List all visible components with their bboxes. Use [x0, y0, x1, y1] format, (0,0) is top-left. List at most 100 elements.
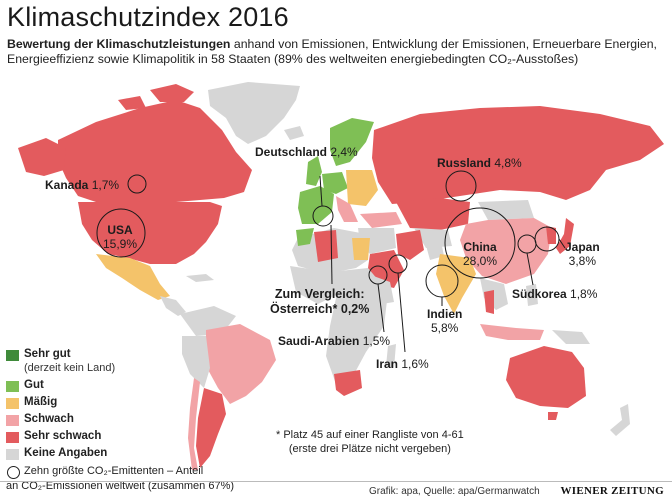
label-canada: Kanada 1,7%	[45, 178, 119, 192]
credits-bar: Grafik: apa, Quelle: apa/Germanwatch WIE…	[0, 481, 672, 502]
world-map: USA 15,9% China 28,0% Russland 4,8% Kanada…	[0, 78, 672, 478]
legend-label-emitters-1: Zehn größte CO₂-Emittenten – Anteil	[24, 465, 204, 477]
label-saudi-arabia: Saudi-Arabien 1,5%	[278, 334, 390, 348]
legend-swatch-sehr-gut	[6, 350, 19, 361]
label-china-value: 28,0%	[463, 254, 498, 268]
turkey	[360, 212, 402, 228]
label-canada-name: Kanada	[45, 178, 89, 192]
alaska	[18, 138, 66, 176]
label-germany-value: 2,4%	[330, 145, 358, 159]
morocco	[296, 228, 314, 246]
central-africa	[326, 268, 388, 384]
legend-label-keine-angaben: Keine Angaben	[24, 447, 108, 459]
scandinavia	[330, 118, 374, 166]
legend-swatch-keine-angaben	[6, 449, 19, 460]
legend-swatch-schwach	[6, 415, 19, 426]
label-japan: Japan 3,8%	[565, 240, 600, 268]
label-austria-comparison: Zum Vergleich: Österreich* 0,2%	[270, 287, 369, 317]
korea	[546, 226, 556, 244]
mexico	[96, 254, 170, 300]
iran	[396, 230, 424, 260]
greenland	[208, 82, 300, 144]
south-africa	[334, 370, 362, 396]
new-zealand	[610, 404, 630, 436]
central-america	[160, 296, 186, 316]
central-europe	[322, 172, 348, 194]
leader-line-iran	[397, 272, 406, 353]
legend-label-gut: Gut	[24, 379, 44, 391]
label-germany: Deutschland 2,4%	[255, 145, 358, 159]
tasmania	[548, 412, 558, 420]
label-india-value: 5,8%	[430, 321, 459, 335]
peru-bolivia	[182, 336, 210, 388]
label-usa: USA 15,9%	[103, 223, 137, 251]
label-iran: Iran 1,6%	[376, 357, 429, 371]
world-map-svg	[18, 82, 664, 470]
pakistan	[424, 236, 444, 260]
emitter-circle-germany	[312, 205, 334, 227]
legend-label-sehr-gut: Sehr gut	[24, 348, 71, 360]
france-spain	[298, 186, 334, 224]
leader-line-saudi	[377, 283, 385, 333]
footnote-line-1: * Platz 45 auf einer Rangliste von 4-61	[276, 429, 464, 441]
algeria	[314, 230, 338, 262]
footnote: * Platz 45 auf einer Rangliste von 4-61 …	[276, 428, 464, 456]
indonesia	[480, 324, 544, 340]
emitter-circle-russia	[445, 170, 477, 202]
arctic-islands	[118, 84, 194, 110]
label-china: China 28,0%	[463, 240, 497, 268]
leader-line-germany	[319, 175, 323, 207]
footnote-line-2: (erste drei Plätze nicht vergeben)	[288, 443, 451, 455]
legend-label-sehr-schwach: Sehr schwach	[24, 430, 102, 442]
australia	[506, 346, 586, 408]
subtitle-bold: Bewertung der Klimaschutzleistungen	[7, 37, 231, 51]
legend-swatch-maessig	[6, 398, 19, 409]
egypt	[352, 238, 370, 260]
eastern-europe	[346, 170, 378, 206]
page-title: Klimaschutzindex 2016	[7, 2, 289, 32]
subtitle-text: anhand von Emissionen, Entwicklung der E…	[7, 37, 657, 66]
chile	[188, 378, 200, 470]
uk	[306, 156, 322, 186]
emitter-circle-canada	[127, 174, 147, 194]
philippines	[526, 284, 538, 306]
legend-swatch-sehr-schwach	[6, 432, 19, 443]
label-saudi-value: 1,5%	[362, 334, 391, 348]
russia	[372, 106, 664, 204]
label-korea-value: 1,8%	[570, 287, 598, 301]
kazakhstan	[396, 198, 470, 230]
label-russia: Russland 4,8%	[437, 156, 522, 170]
label-korea-name: Südkorea	[512, 287, 567, 301]
label-austria-value: Österreich* 0,2%	[270, 302, 370, 316]
west-africa	[290, 266, 338, 304]
label-comparison-heading: Zum Vergleich:	[274, 287, 365, 301]
legend-label-emitters-2: an CO₂-Emissionen weltweit (zusammen 67%…	[6, 480, 235, 492]
source-credit: Grafik: apa, Quelle: apa/Germanwatch	[369, 486, 540, 497]
leader-line-japan	[558, 238, 566, 249]
ethiopia	[368, 274, 394, 304]
japan	[556, 218, 574, 254]
usa	[78, 202, 222, 264]
label-japan-value: 3,8%	[568, 254, 597, 268]
label-russia-value: 4,8%	[494, 156, 522, 170]
canada	[58, 100, 252, 202]
label-china-name: China	[463, 240, 497, 254]
emitter-circle-usa	[96, 208, 146, 258]
madagascar	[386, 344, 396, 368]
legend-label-schwach: Schwach	[24, 413, 74, 425]
caribbean	[186, 274, 214, 282]
label-usa-value: 15,9%	[103, 237, 138, 251]
leader-line-austria	[330, 224, 333, 285]
label-india: Indien 5,8%	[427, 307, 462, 335]
label-india-name: Indien	[427, 307, 463, 321]
label-russia-name: Russland	[437, 156, 492, 170]
page-subtitle: Bewertung der Klimaschutzleistungen anha…	[7, 37, 667, 67]
label-korea: Südkorea 1,8%	[512, 287, 597, 301]
label-saudi-name: Saudi-Arabien	[278, 334, 360, 348]
brand-logo: WIENER ZEITUNG	[560, 485, 664, 497]
india	[436, 254, 476, 314]
brazil	[206, 324, 276, 404]
china	[460, 218, 552, 284]
new-guinea	[552, 330, 590, 344]
legend-circle-icon	[7, 466, 20, 479]
